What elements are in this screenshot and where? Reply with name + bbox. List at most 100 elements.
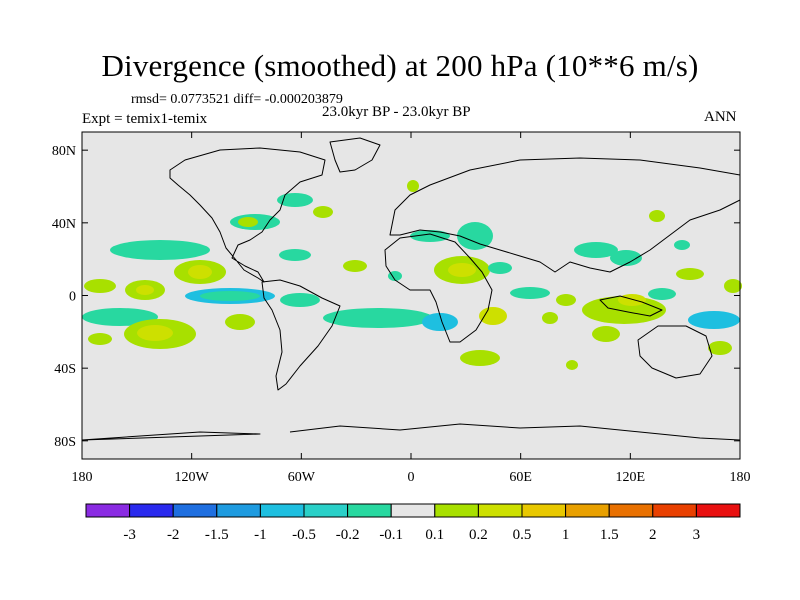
- lat-tick-label: 40N: [52, 217, 76, 232]
- contour-region: [460, 350, 500, 366]
- colorbar-label: 1.5: [600, 527, 619, 543]
- contour-region: [448, 263, 476, 277]
- africa-coast: [384, 233, 493, 343]
- coastlines: [81, 137, 741, 441]
- contour-region: [674, 240, 690, 250]
- contour-region: [200, 291, 260, 301]
- longitude-axis: 180 120W 60W 0 60E 120E 180: [72, 132, 751, 485]
- contour-region: [136, 285, 154, 295]
- lon-tick-label: 120W: [175, 470, 210, 485]
- contour-region: [724, 279, 742, 293]
- lon-tick-label: 60E: [509, 470, 532, 485]
- colorbar-label: -3: [123, 527, 136, 543]
- colorbar-swatch: [521, 503, 567, 518]
- lat-tick-label: 80N: [52, 144, 76, 159]
- contour-region: [610, 250, 642, 266]
- south-america-coast: [261, 279, 341, 391]
- colorbar-label: -0.2: [336, 527, 360, 543]
- indonesia-coast: [599, 295, 663, 317]
- lat-tick-label: 40S: [54, 362, 76, 377]
- contour-region: [510, 287, 550, 299]
- colorbar-label: 0.2: [469, 527, 488, 543]
- colorbar-swatch: [347, 503, 392, 518]
- colorbar-label: 0.1: [425, 527, 444, 543]
- colorbar-swatch: [129, 503, 174, 518]
- contour-region: [225, 314, 255, 330]
- contour-region: [313, 206, 333, 218]
- colorbar-label: -1.5: [205, 527, 229, 543]
- contour-region: [110, 240, 210, 260]
- lat-tick-label: 0: [69, 290, 76, 305]
- contour-region: [323, 308, 433, 328]
- contour-region: [88, 333, 112, 345]
- contour-region: [84, 279, 116, 293]
- colorbar-label: 3: [693, 527, 701, 543]
- contour-region: [566, 360, 578, 370]
- contour-region: [457, 222, 493, 250]
- colorbar-label: -0.1: [379, 527, 403, 543]
- lon-tick-label: 60W: [288, 470, 316, 485]
- contour-region: [649, 210, 665, 222]
- colorbar-swatch: [477, 503, 523, 518]
- colorbar-swatch: [608, 503, 654, 518]
- contour-region: [676, 268, 704, 280]
- colorbar-swatch: [85, 503, 131, 518]
- contour-fill: [82, 180, 742, 370]
- colorbar-label: 0.5: [513, 527, 532, 543]
- colorbar-swatch: [695, 503, 741, 518]
- australia-coast: [637, 325, 713, 379]
- experiment-label: Expt = temix1-temix: [82, 111, 208, 127]
- contour-region: [137, 325, 173, 341]
- colorbar-label: 1: [562, 527, 570, 543]
- lon-tick-label: 180: [72, 470, 93, 485]
- lon-tick-label: 120E: [616, 470, 646, 485]
- greenland-coast: [329, 137, 381, 173]
- contour-region: [542, 312, 558, 324]
- contour-region: [277, 193, 313, 207]
- contour-region: [410, 230, 450, 242]
- contour-region: [238, 217, 258, 227]
- contour-region: [188, 265, 212, 279]
- contour-region: [488, 262, 512, 274]
- contour-region: [574, 242, 618, 258]
- lon-tick-label: 0: [408, 470, 415, 485]
- contour-region: [343, 260, 367, 272]
- contour-region: [618, 294, 646, 306]
- lon-tick-label: 180: [730, 470, 751, 485]
- lat-tick-label: 80S: [54, 435, 76, 450]
- contour-region: [479, 307, 507, 325]
- contour-region: [280, 293, 320, 307]
- colorbar-swatch: [390, 503, 436, 518]
- north-america-coast: [169, 147, 326, 283]
- contour-region: [592, 326, 620, 342]
- antarctica-coast: [81, 423, 741, 441]
- plot-title: Divergence (smoothed) at 200 hPa (10**6 …: [101, 48, 699, 83]
- contour-region: [279, 249, 311, 261]
- contour-region: [688, 311, 740, 329]
- contour-region: [82, 308, 158, 326]
- colorbar-swatch: [652, 503, 697, 518]
- eurasia-coast: [389, 157, 741, 273]
- period-label: 23.0kyr BP - 23.0kyr BP: [322, 104, 471, 120]
- contour-region: [648, 288, 676, 300]
- latitude-axis: 80N 40N 0 40S 80S: [52, 144, 740, 450]
- colorbar: -3 -2 -1.5 -1 -0.5 -0.2 -0.1 0.1 0.2 0.5 1 1.5 2 3: [85, 503, 741, 543]
- stats-label: rmsd= 0.0773521 diff= -0.000203879: [131, 92, 343, 107]
- colorbar-swatch: [565, 503, 610, 518]
- colorbar-label: -1: [254, 527, 267, 543]
- colorbar-swatch: [303, 503, 349, 518]
- contour-region: [407, 180, 419, 192]
- colorbar-swatch: [216, 503, 261, 518]
- colorbar-swatch: [172, 503, 218, 518]
- season-label: ANN: [704, 109, 737, 125]
- contour-region: [388, 271, 402, 281]
- contour-region: [708, 341, 732, 355]
- colorbar-swatch: [259, 503, 305, 518]
- contour-region: [556, 294, 576, 306]
- colorbar-swatch: [434, 503, 479, 518]
- contour-region: [422, 313, 458, 331]
- colorbar-label: -0.5: [292, 527, 316, 543]
- colorbar-label: 2: [649, 527, 657, 543]
- colorbar-label: -2: [167, 527, 180, 543]
